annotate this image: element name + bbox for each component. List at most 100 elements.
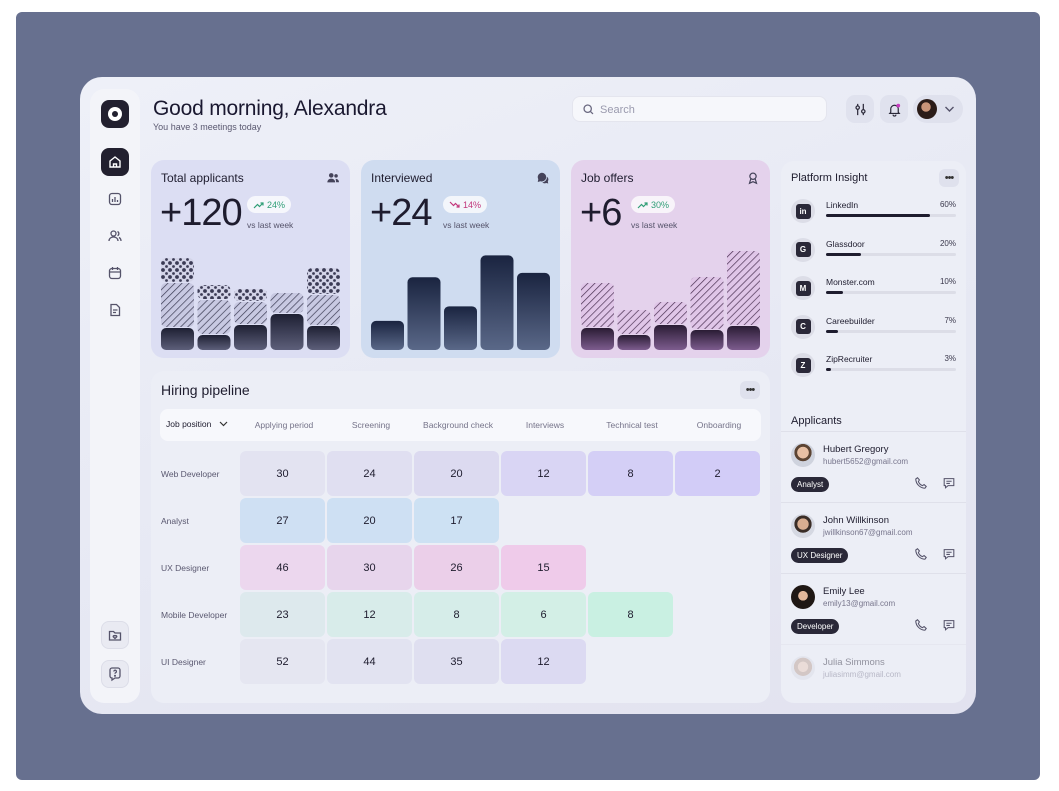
chevron-down-icon (219, 421, 228, 427)
applicant-name: John Willkinson (823, 515, 889, 526)
sidebar (90, 89, 140, 703)
pipeline-cell[interactable]: 6 (501, 592, 586, 637)
platform-logo: G (791, 237, 815, 262)
applicant-name: Hubert Gregory (823, 444, 889, 455)
applicant-card[interactable]: Julia Simmons juliasimm@gmail.com (781, 644, 966, 714)
stat-card-job-offers: Job offers +6 30% vs last week (571, 160, 770, 358)
pipeline-cell[interactable]: 12 (501, 639, 586, 684)
chart-bar-segment (270, 293, 304, 313)
change-value: 30% (651, 199, 670, 210)
chart-bar-segment (234, 289, 267, 301)
platform-name: ZipRecruiter (826, 354, 873, 364)
message-icon[interactable] (942, 618, 956, 632)
change-badge: 14% (443, 196, 488, 213)
chart-bar (407, 277, 441, 350)
column-header: Technical test (606, 420, 658, 430)
search-input[interactable] (600, 101, 820, 118)
document-icon[interactable] (101, 296, 129, 324)
applicants-title: Applicants (791, 415, 842, 427)
pipeline-cell[interactable]: 20 (414, 451, 499, 496)
platform-glyph: M (795, 280, 811, 296)
chart-bar-segment (197, 285, 231, 299)
pipeline-cell[interactable]: 12 (327, 592, 412, 637)
chart-bar-segment (581, 283, 614, 327)
stat-card-total-applicants: Total applicants +120 24% vs last week (151, 160, 350, 358)
pipeline-cell[interactable]: 8 (588, 592, 673, 637)
applicant-card[interactable]: John Willkinson jwillkinson67@gmail.com UX… (781, 502, 966, 572)
applicant-name: Emily Lee (823, 586, 865, 597)
platform-percent: 7% (944, 315, 956, 325)
platform-glyph: G (795, 242, 811, 257)
avatar (791, 443, 815, 467)
chart-bar (581, 328, 614, 350)
platform-logo: Z (791, 353, 815, 377)
avatar (791, 656, 815, 680)
calendar-icon[interactable] (101, 259, 129, 287)
greeting-subtitle: You have 3 meetings today (153, 122, 262, 132)
stat-value: +120 (160, 192, 243, 234)
chart-bar (517, 272, 550, 350)
pipeline-cell[interactable]: 20 (327, 498, 412, 543)
phone-icon[interactable] (914, 547, 928, 561)
app-logo[interactable] (101, 100, 129, 128)
comparison-label: vs last week (247, 220, 294, 230)
message-icon[interactable] (942, 476, 956, 490)
pipeline-cell[interactable]: 52 (240, 639, 325, 684)
phone-icon[interactable] (914, 618, 928, 632)
platform-row: C Careebuilder 7% (791, 313, 956, 341)
platform-name: Careebuilder (826, 315, 875, 326)
change-badge: 24% (247, 196, 292, 213)
pipeline-cell[interactable]: 8 (588, 451, 673, 496)
pipeline-cell[interactable]: 17 (414, 498, 499, 543)
message-icon[interactable] (942, 547, 956, 561)
more-options-button[interactable]: ••• (740, 381, 760, 399)
applicant-card[interactable]: Hubert Gregory hubert5652@gmail.com Analys… (781, 431, 966, 501)
folder-heart-icon[interactable] (101, 621, 129, 649)
platform-logo: in (791, 199, 815, 223)
search-bar[interactable] (572, 96, 827, 122)
pipeline-cell[interactable]: 44 (327, 639, 412, 684)
platform-progress-track (826, 214, 956, 217)
chart-bar-segment (161, 283, 194, 327)
pipeline-cell[interactable]: 46 (240, 545, 325, 590)
pipeline-cell[interactable]: 8 (414, 592, 499, 637)
home-icon[interactable] (101, 148, 129, 176)
help-icon[interactable] (101, 660, 129, 688)
chart-bar (480, 255, 514, 350)
job-offers-bar-chart (581, 251, 760, 350)
pipeline-cell[interactable]: 26 (414, 545, 499, 590)
pipeline-cell[interactable]: 30 (327, 545, 412, 590)
phone-icon[interactable] (914, 476, 928, 490)
users-icon[interactable] (101, 222, 129, 250)
pipeline-cell[interactable]: 2 (675, 451, 760, 496)
chart-icon[interactable] (101, 185, 129, 213)
platform-progress-track (826, 329, 956, 333)
filter-button[interactable] (846, 95, 874, 123)
applicant-card[interactable]: Emily Lee emily13@gmail.com Developer (781, 573, 966, 643)
platform-percent: 10% (939, 277, 956, 286)
pipeline-cell[interactable]: 35 (414, 639, 499, 684)
pipeline-cell[interactable]: 23 (240, 592, 325, 637)
trend-up-icon (637, 201, 648, 208)
platform-logo: M (791, 276, 815, 300)
chart-bar (161, 328, 194, 350)
chart-bar-segment (197, 300, 231, 334)
chart-bar (727, 326, 760, 350)
pipeline-cell[interactable]: 15 (501, 545, 586, 590)
job-position-dropdown[interactable]: Job position (166, 419, 228, 429)
column-header: Screening (351, 420, 391, 430)
more-options-button[interactable]: ••• (939, 169, 959, 187)
search-icon (583, 104, 594, 115)
row-label: Mobile Developer (161, 610, 228, 620)
chart-bar (444, 306, 477, 350)
notifications-button[interactable] (880, 95, 908, 123)
applicant-email: jwillkinson67@gmail.com (823, 528, 913, 537)
pipeline-cell[interactable]: 30 (240, 451, 325, 496)
trend-up-icon (253, 201, 264, 208)
pipeline-cell[interactable]: 27 (240, 498, 325, 543)
pipeline-cell[interactable]: 12 (501, 451, 586, 496)
pipeline-cell[interactable]: 24 (327, 451, 412, 496)
platform-progress-fill (826, 252, 861, 256)
applicants-bar-chart (161, 258, 340, 350)
profile-menu[interactable] (913, 95, 963, 123)
